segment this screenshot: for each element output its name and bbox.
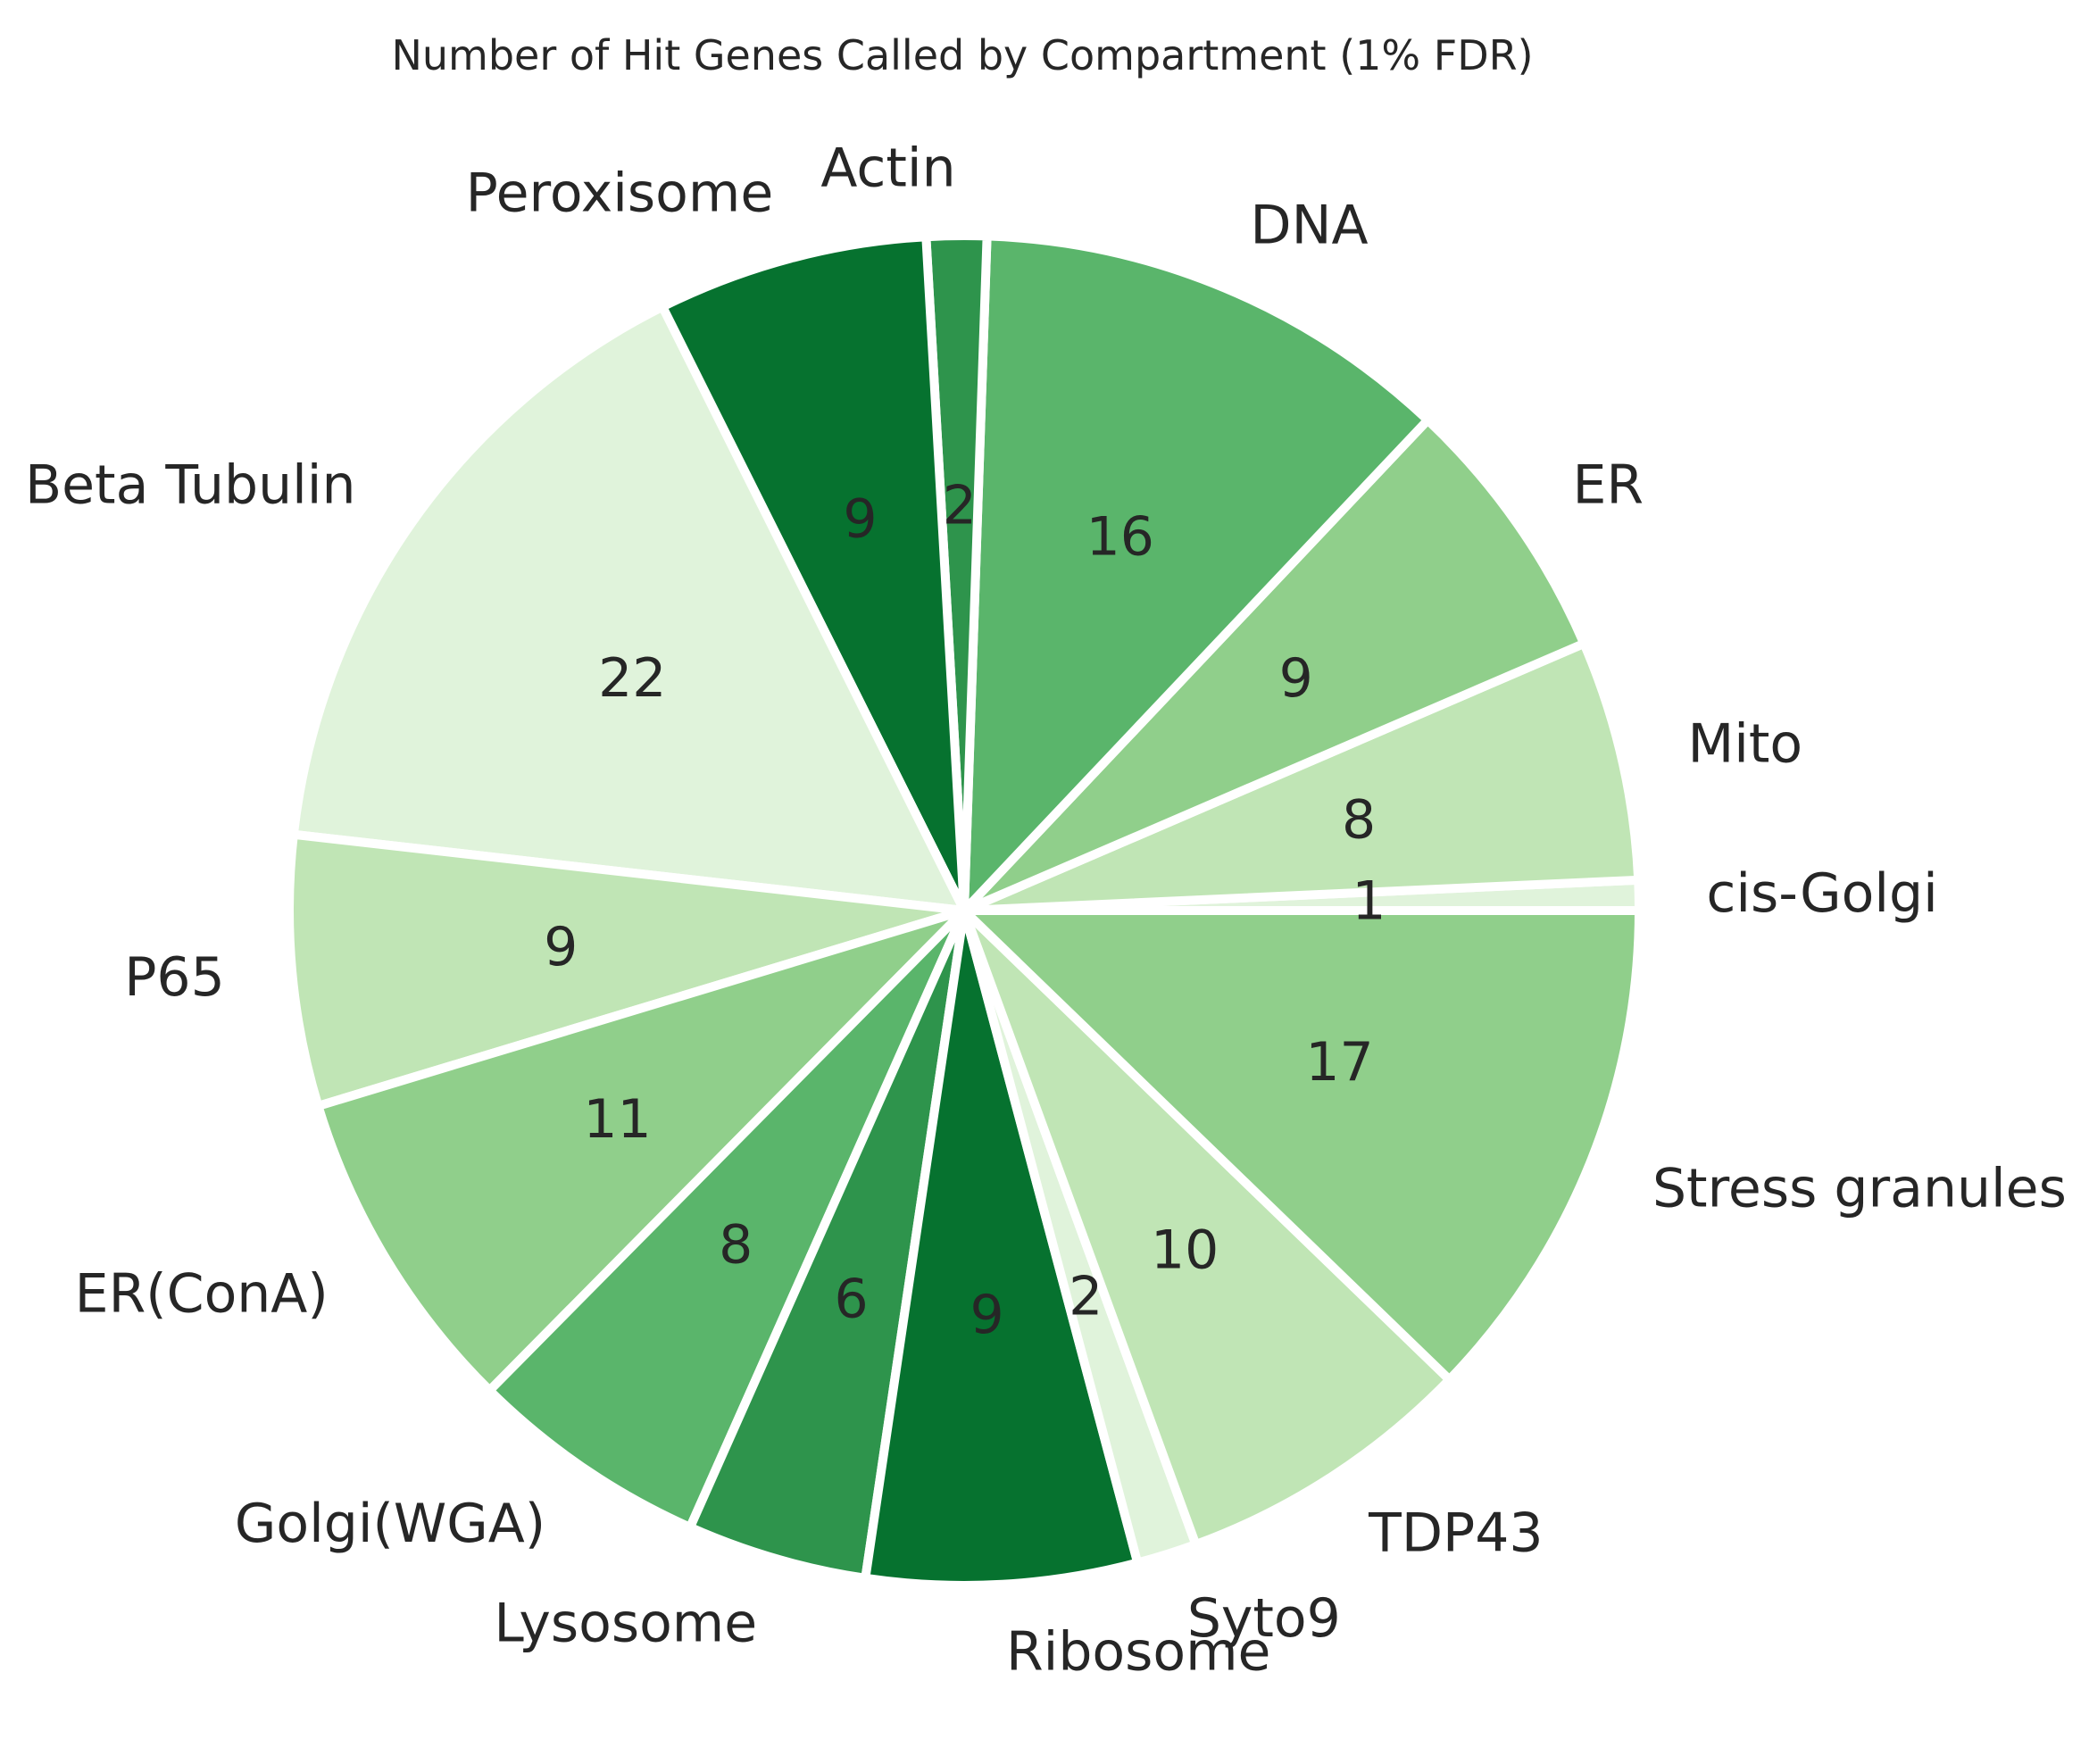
pie-slice-golgi-wga xyxy=(483,907,969,1534)
value-label-syto9: 2 xyxy=(1069,1266,1103,1328)
pie-slice-er xyxy=(961,413,1590,915)
chart-title: Number of Hit Genes Called by Compartmen… xyxy=(391,31,1533,79)
category-label-tdp43: TDP43 xyxy=(1368,1502,1543,1564)
value-label-stress-granules: 17 xyxy=(1305,1031,1373,1094)
value-label-er-cona: 11 xyxy=(583,1088,651,1151)
value-label-beta-tubulin: 22 xyxy=(598,647,666,710)
pie-slice-mito xyxy=(962,637,1644,915)
pie-slice-p65 xyxy=(285,829,966,1112)
value-label-er: 9 xyxy=(1279,647,1313,710)
category-label-er: ER xyxy=(1573,453,1644,516)
value-label-ribosome: 9 xyxy=(970,1284,1004,1346)
value-label-dna: 16 xyxy=(1086,505,1154,568)
pie-slice-dna xyxy=(959,231,1435,923)
category-label-lysosome: Lysosome xyxy=(494,1593,757,1655)
pie-category-labels: cis-Golgi Mito ER DNA Actin Peroxisome Beta Tu… xyxy=(25,137,2067,1683)
pie-slices xyxy=(285,231,1644,1591)
value-label-mito: 8 xyxy=(1342,788,1376,851)
category-label-beta-tubulin: Beta Tubulin xyxy=(25,453,356,516)
category-label-cis-golgi: cis-Golgi xyxy=(1706,862,1937,925)
pie-slice-stress-granules xyxy=(953,906,1644,1386)
category-label-dna: DNA xyxy=(1250,195,1368,257)
pie-slice-tdp43 xyxy=(960,907,1456,1551)
pie-slice-beta-tubulin xyxy=(288,300,972,917)
category-label-er-cona: ER(ConA) xyxy=(75,1262,329,1325)
category-label-stress-granules: Stress granules xyxy=(1652,1158,2067,1220)
pie-value-labels: 1 8 9 16 2 9 22 9 11 8 6 9 2 10 17 xyxy=(544,474,1386,1345)
category-label-syto9: Syto9 xyxy=(1187,1587,1341,1650)
value-label-lysosome: 6 xyxy=(834,1269,868,1331)
value-label-tdp43: 10 xyxy=(1151,1219,1219,1281)
value-label-actin: 2 xyxy=(943,474,977,537)
value-label-p65: 9 xyxy=(544,916,578,978)
category-label-golgi-wga: Golgi(WGA) xyxy=(235,1493,545,1555)
category-label-p65: P65 xyxy=(124,946,225,1009)
pie-slice-ribosome xyxy=(860,909,1144,1591)
value-label-cis-golgi: 1 xyxy=(1352,870,1386,933)
category-label-ribosome: Ribosome xyxy=(1006,1620,1270,1683)
value-label-peroxisome: 9 xyxy=(843,488,877,551)
pie-slice-er-cona xyxy=(312,906,968,1397)
category-label-peroxisome: Peroxisome xyxy=(466,162,774,224)
category-label-actin: Actin xyxy=(820,137,955,199)
category-label-mito: Mito xyxy=(1687,713,1802,776)
pie-slice-peroxisome xyxy=(656,231,969,913)
value-label-golgi-wga: 8 xyxy=(719,1214,753,1277)
